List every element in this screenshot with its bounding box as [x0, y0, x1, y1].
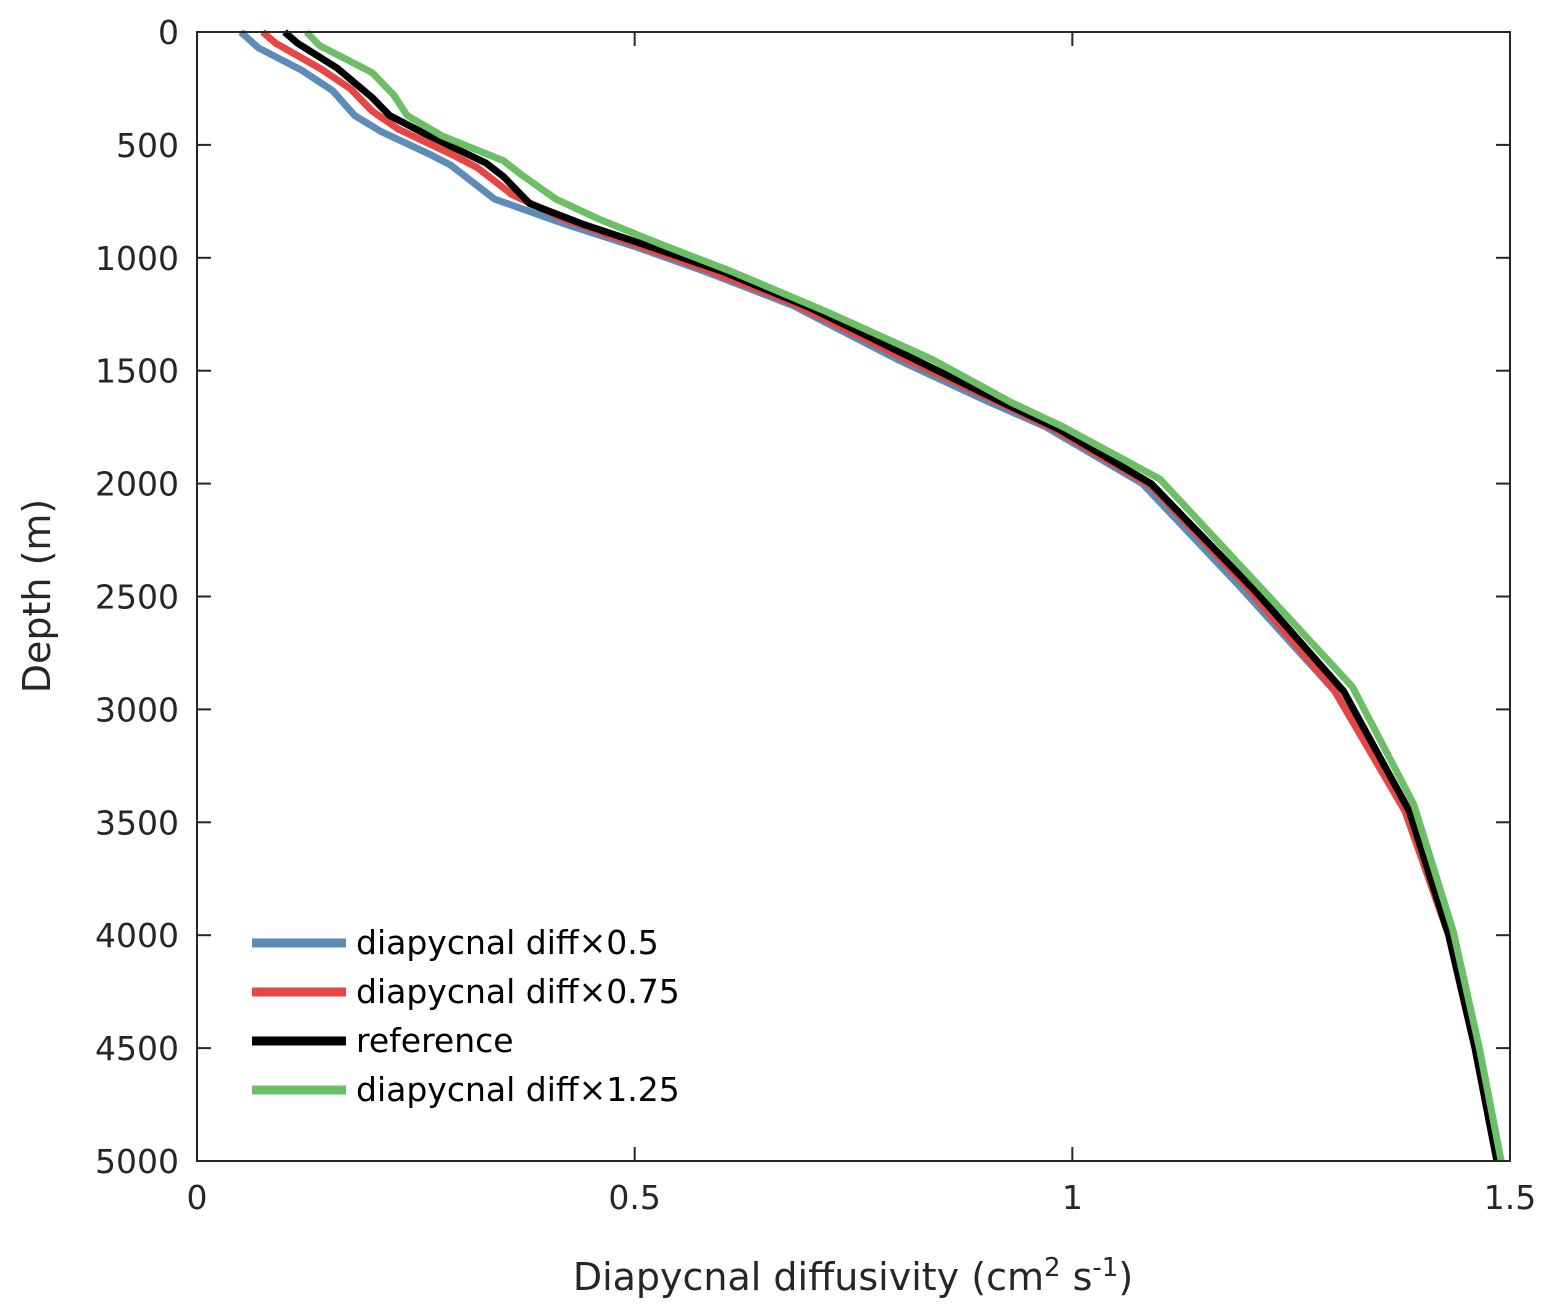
legend-label-4: diapycnal diff×1.25 [356, 1070, 680, 1109]
y-tick-label: 2000 [95, 465, 179, 504]
x-axis-label-end: ) [1118, 1255, 1133, 1299]
legend-label-3: reference [356, 1021, 514, 1060]
y-tick-label: 1500 [95, 352, 179, 391]
x-axis-label-main: Diapycnal diffusivity (cm [573, 1255, 1044, 1299]
legend-label-2: diapycnal diff×0.75 [356, 972, 680, 1011]
y-tick-label: 2500 [95, 578, 179, 617]
x-tick-label: 1.5 [1484, 1178, 1536, 1217]
y-tick-label: 0 [158, 13, 179, 52]
x-axis-label-sup1: 2 [1044, 1253, 1061, 1283]
legend: diapycnal diff×0.5 diapycnal diff×0.75 ref… [252, 923, 680, 1109]
series-line-2 [260, 29, 1501, 1162]
y-tick-label: 4000 [95, 916, 179, 955]
y-axis-label: Depth (m) [15, 499, 59, 694]
series-layer [238, 29, 1505, 1162]
legend-label-1: diapycnal diff×0.5 [356, 923, 659, 962]
y-tick-label: 4500 [95, 1029, 179, 1068]
y-tick-label: 3000 [95, 690, 179, 729]
y-tick-label: 1000 [95, 239, 179, 278]
y-tick-label: 500 [116, 126, 179, 165]
x-axis-label: Diapycnal diffusivity (cm2 s-1) [573, 1253, 1133, 1299]
x-axis-label-sup2: -1 [1092, 1253, 1118, 1283]
x-tick-label: 0 [187, 1178, 208, 1217]
x-tick-label: 1 [1062, 1178, 1083, 1217]
series-line-4 [303, 29, 1505, 1162]
x-tick-label: 0.5 [608, 1178, 660, 1217]
x-axis-label-mid: s [1061, 1255, 1093, 1299]
ticks-layer: 0 0.5 1 1.5 0 500 1000 1500 2000 2500 3000 3500 4000… [95, 13, 1536, 1217]
y-tick-label: 5000 [95, 1142, 179, 1181]
y-tick-label: 3500 [95, 803, 179, 842]
